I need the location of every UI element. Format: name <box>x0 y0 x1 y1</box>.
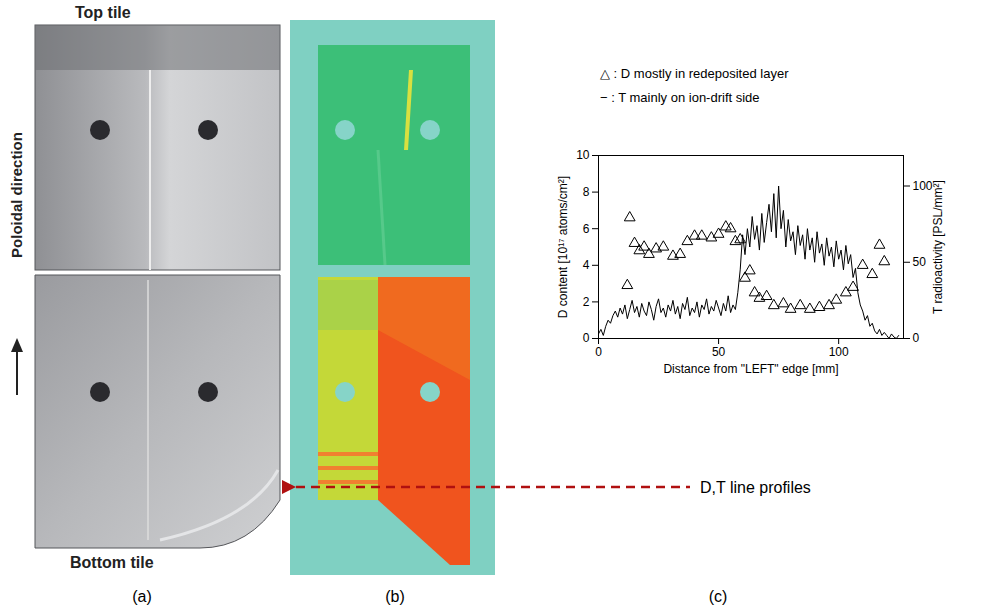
svg-text:10: 10 <box>576 148 590 162</box>
svg-text:100: 100 <box>829 345 849 359</box>
svg-text:(b): (b) <box>385 588 405 605</box>
svg-text:6: 6 <box>583 222 590 236</box>
svg-text:100: 100 <box>912 178 933 193</box>
svg-text:2: 2 <box>583 295 590 309</box>
svg-text:0: 0 <box>913 331 920 345</box>
svg-text:0: 0 <box>595 345 602 359</box>
html-text:− : T mainly on ion-drift side: − : T mainly on ion-drift side <box>600 90 760 105</box>
svg-text:(c): (c) <box>709 588 728 605</box>
svg-text:D,T line profiles: D,T line profiles <box>700 479 811 496</box>
svg-text:Poloidal direction: Poloidal direction <box>8 132 25 258</box>
svg-text:50: 50 <box>712 345 726 359</box>
html-text:△ : D mostly in redeposited la: △ : D mostly in redeposited layer <box>600 66 789 81</box>
svg-text:50: 50 <box>913 255 927 269</box>
svg-text:D content [10¹⁷ atoms/cm²]: D content [10¹⁷ atoms/cm²] <box>556 176 570 318</box>
svg-text:8: 8 <box>583 185 590 199</box>
svg-text:(a): (a) <box>132 588 152 605</box>
svg-text:Bottom tile: Bottom tile <box>70 554 154 571</box>
svg-text:T radioactivity [PSL/mm²]: T radioactivity [PSL/mm²] <box>931 180 945 314</box>
svg-text:Distance from "LEFT" edge [mm]: Distance from "LEFT" edge [mm] <box>663 362 838 376</box>
svg-text:0: 0 <box>583 331 590 345</box>
svg-text:Top tile: Top tile <box>75 4 131 21</box>
svg-text:4: 4 <box>583 258 590 272</box>
